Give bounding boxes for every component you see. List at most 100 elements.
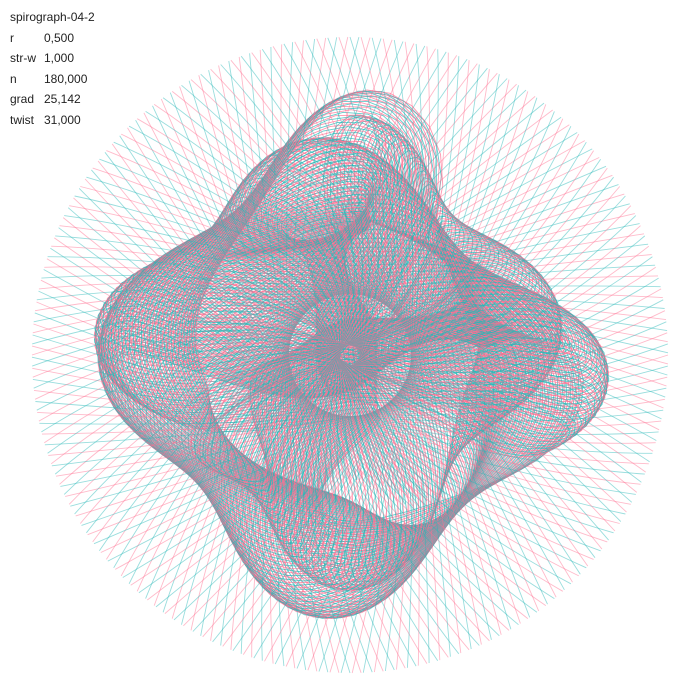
spiro-loop xyxy=(36,301,641,485)
param-label-n: n xyxy=(10,71,17,86)
spiro-loop xyxy=(175,105,602,521)
param-row-r: r 0,500 xyxy=(10,28,124,49)
spiro-loop xyxy=(122,195,626,578)
spiro-loop xyxy=(172,109,605,527)
spiro-loop xyxy=(35,291,667,321)
spiro-loop xyxy=(316,38,462,654)
spiro-loop xyxy=(107,215,637,562)
spiro-loop xyxy=(102,205,562,581)
param-row-n: n 180,000 xyxy=(10,69,124,90)
spiro-loop xyxy=(349,36,430,664)
spiro-loop xyxy=(200,45,426,636)
spiro-loop xyxy=(266,194,385,494)
spiro-loop xyxy=(280,44,340,673)
spiro-loop xyxy=(240,55,531,618)
spiro-loop xyxy=(329,52,449,673)
spiro-loop xyxy=(193,325,509,355)
spiro-loop xyxy=(170,111,606,531)
spiro-loop xyxy=(164,150,594,614)
spiro-loop xyxy=(212,111,555,643)
spiro-loop xyxy=(307,60,470,671)
spiro-loop xyxy=(242,91,529,655)
spiro-loop xyxy=(51,245,667,387)
spiro-loop xyxy=(190,92,579,489)
spiro-loop xyxy=(114,149,513,528)
spiro-loop xyxy=(41,275,669,354)
spiro-loop xyxy=(120,83,517,577)
spiro-loop xyxy=(32,285,661,345)
spiro-loop xyxy=(112,192,578,590)
spiro-loop xyxy=(65,288,662,497)
spiro-loop xyxy=(382,38,412,670)
spiro-loop xyxy=(183,96,593,504)
param-row-twist: twist 31,000 xyxy=(10,110,124,131)
spiro-loop xyxy=(113,190,579,591)
spiro-loop xyxy=(97,160,547,606)
spiro-loop xyxy=(185,94,587,498)
param-row-grad: grad 25,142 xyxy=(10,89,124,110)
spiro-loop xyxy=(44,343,668,446)
spiro-loop xyxy=(238,56,384,672)
spiro-loop xyxy=(87,245,650,536)
spiro-loop xyxy=(190,89,567,480)
spiro-loop xyxy=(110,194,576,590)
spiro-loop xyxy=(147,167,608,601)
spiro-loop xyxy=(69,205,660,431)
spiro-loop xyxy=(44,266,669,365)
spiro-loop xyxy=(267,191,380,499)
spiro-loop xyxy=(143,112,490,642)
spiro-loop xyxy=(32,264,656,367)
spiro-loop xyxy=(301,224,446,513)
spiro-loop xyxy=(265,214,396,469)
spiro-loop xyxy=(108,196,573,589)
spiro-loop xyxy=(97,197,541,559)
spiro-loop xyxy=(119,135,519,626)
spiro-loop xyxy=(190,48,436,631)
spiro-loop xyxy=(48,332,668,456)
spiro-loop xyxy=(296,64,480,669)
spiro-loop xyxy=(108,198,571,587)
spiro-loop xyxy=(102,167,523,535)
spiro-loop xyxy=(191,90,576,487)
spirograph-lines xyxy=(31,36,669,674)
parameter-panel: spirograph-04-2 r 0,500 str-w 1,000 n 18… xyxy=(10,7,124,130)
spiro-loop xyxy=(64,215,662,420)
spiro-loop xyxy=(184,96,590,501)
spiro-loop xyxy=(360,37,420,666)
spiro-loop xyxy=(93,235,646,545)
spiro-loop xyxy=(104,201,566,585)
param-label-twist: twist xyxy=(10,112,34,127)
spiro-loop xyxy=(32,378,664,422)
spiro-loop xyxy=(216,313,480,348)
spiro-loop xyxy=(275,190,369,505)
param-row-str-w: str-w 1,000 xyxy=(10,48,124,69)
spiro-loop xyxy=(318,56,460,672)
spiro-loop xyxy=(263,223,400,460)
spiro-loop xyxy=(184,316,523,361)
spiro-loop xyxy=(261,49,512,630)
spiro-loop xyxy=(100,174,528,541)
spiro-loop xyxy=(188,80,439,661)
spiro-loop xyxy=(340,49,439,674)
spiro-loop xyxy=(181,98,595,507)
spiro-loop xyxy=(224,289,466,365)
spiro-loop xyxy=(373,41,417,673)
spiro-loop xyxy=(288,40,318,672)
spiro-loop xyxy=(33,243,649,389)
spiro-loop xyxy=(253,85,519,659)
spiro-loop xyxy=(305,39,472,650)
spiro-loop xyxy=(91,169,555,599)
spiro-loop xyxy=(92,167,646,473)
spiro-loop xyxy=(264,79,510,662)
spiro-loop xyxy=(34,233,645,400)
param-value-r: 0,500 xyxy=(44,30,75,45)
spiro-loop xyxy=(115,187,582,592)
spiro-loop xyxy=(198,75,428,664)
spiro-loop xyxy=(121,133,627,513)
spiro-loop xyxy=(249,53,373,673)
spiro-loop xyxy=(220,64,548,605)
spiro-loop xyxy=(265,206,393,478)
param-label-str-w: str-w xyxy=(10,51,36,65)
